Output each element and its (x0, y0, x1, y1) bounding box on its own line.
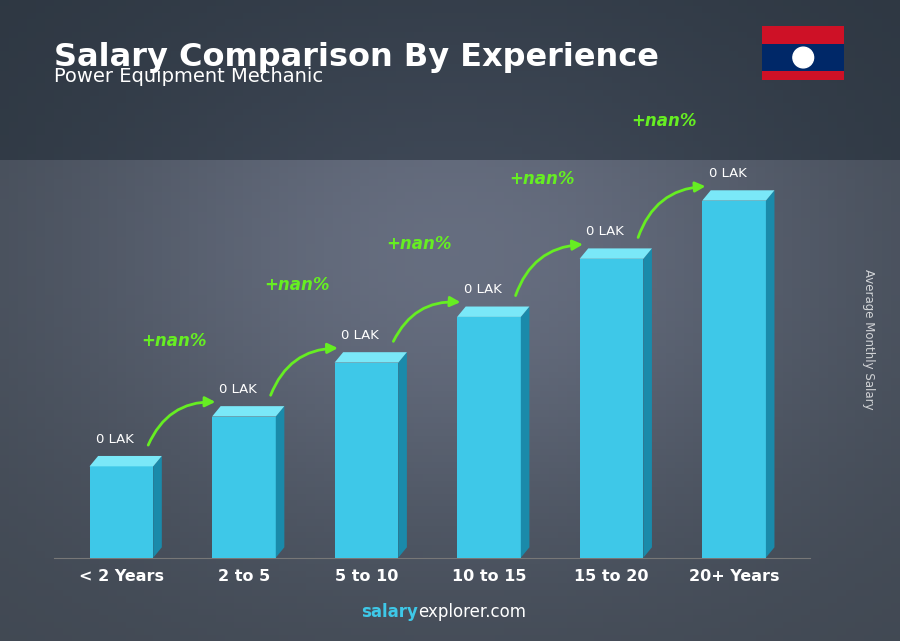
Polygon shape (644, 249, 652, 558)
Text: Salary Comparison By Experience: Salary Comparison By Experience (54, 42, 659, 72)
Bar (762, 44, 844, 71)
Polygon shape (457, 306, 529, 317)
Polygon shape (521, 306, 529, 558)
Text: +nan%: +nan% (141, 332, 207, 350)
Polygon shape (89, 456, 162, 467)
Text: 0 LAK: 0 LAK (219, 383, 256, 395)
FancyBboxPatch shape (580, 259, 644, 558)
Text: 0 LAK: 0 LAK (96, 433, 134, 445)
Text: 0 LAK: 0 LAK (587, 225, 625, 238)
Text: salary: salary (362, 603, 418, 621)
Polygon shape (275, 406, 284, 558)
Text: explorer.com: explorer.com (418, 603, 526, 621)
FancyBboxPatch shape (335, 363, 399, 558)
Text: 0 LAK: 0 LAK (341, 329, 379, 342)
Polygon shape (766, 190, 775, 558)
FancyBboxPatch shape (457, 317, 521, 558)
Polygon shape (153, 456, 162, 558)
Text: 0 LAK: 0 LAK (709, 167, 747, 180)
Text: +nan%: +nan% (508, 171, 574, 188)
FancyBboxPatch shape (212, 417, 275, 558)
Polygon shape (702, 190, 775, 201)
Text: 0 LAK: 0 LAK (464, 283, 502, 296)
Bar (0, 0, 900, 160)
FancyBboxPatch shape (702, 201, 766, 558)
Polygon shape (399, 352, 407, 558)
FancyBboxPatch shape (89, 467, 153, 558)
Text: Average Monthly Salary: Average Monthly Salary (862, 269, 875, 410)
Text: +nan%: +nan% (632, 112, 697, 130)
Polygon shape (212, 406, 284, 417)
Polygon shape (335, 352, 407, 363)
Text: Power Equipment Mechanic: Power Equipment Mechanic (54, 67, 323, 87)
Bar (762, 26, 844, 44)
Bar (762, 71, 844, 80)
Circle shape (793, 47, 814, 68)
Text: +nan%: +nan% (386, 235, 452, 253)
Polygon shape (580, 249, 652, 259)
Text: +nan%: +nan% (264, 276, 329, 294)
